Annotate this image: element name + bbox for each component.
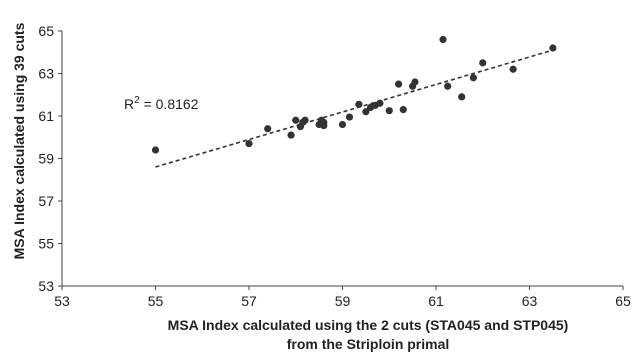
y-axis-title: MSA Index calculated using 39 cuts (11, 22, 27, 259)
data-point (509, 65, 517, 73)
r-squared-r: R (124, 96, 134, 112)
axes (58, 30, 624, 290)
data-point (345, 113, 354, 121)
x-axis-title-line2: from the Striploin primal (287, 336, 450, 352)
data-point (245, 140, 253, 148)
x-axis-title-line1: MSA Index calculated using the 2 cuts (S… (168, 317, 569, 333)
x-tick-label: 65 (615, 293, 631, 309)
data-point (292, 116, 300, 124)
r-squared-exponent: 2 (134, 95, 140, 106)
data-point (376, 99, 384, 107)
tick-labels: 53 55 57 59 61 63 65 53 55 57 59 61 63 65 (38, 23, 631, 309)
y-tick-label: 65 (38, 23, 54, 39)
trendline-group (155, 49, 554, 168)
data-point (355, 100, 363, 108)
data-point (338, 120, 347, 129)
data-point (444, 82, 452, 90)
data-point (395, 80, 403, 88)
data-point (399, 106, 407, 114)
axis-titles: MSA Index calculated using the 2 cuts (S… (11, 22, 568, 352)
data-point (264, 125, 272, 133)
data-point (549, 44, 557, 52)
y-tick-label: 55 (38, 236, 54, 252)
y-tick-label: 59 (38, 151, 54, 167)
y-tick-label: 53 (38, 278, 54, 294)
y-tick-label: 57 (38, 193, 54, 209)
data-point (469, 74, 477, 82)
data-point (479, 59, 487, 67)
data-point (287, 131, 295, 139)
y-tick-label: 63 (38, 66, 54, 82)
data-point (411, 78, 419, 86)
data-point (301, 116, 309, 124)
trendline (155, 49, 554, 168)
x-tick-label: 53 (54, 293, 70, 309)
x-tick-label: 63 (522, 293, 538, 309)
data-point (362, 108, 370, 116)
data-point (439, 35, 447, 44)
data-point (151, 146, 160, 154)
data-point (320, 121, 328, 130)
r-squared-value: = 0.8162 (140, 96, 199, 112)
x-tick-label: 61 (428, 293, 444, 309)
data-point (458, 93, 466, 101)
data-point (385, 107, 393, 115)
data-points (151, 35, 557, 154)
y-tick-label: 61 (38, 108, 54, 124)
x-tick-label: 55 (148, 293, 164, 309)
r-squared-label: R2 = 0.8162 (124, 95, 199, 112)
x-tick-label: 59 (335, 293, 351, 309)
x-tick-label: 57 (241, 293, 257, 309)
